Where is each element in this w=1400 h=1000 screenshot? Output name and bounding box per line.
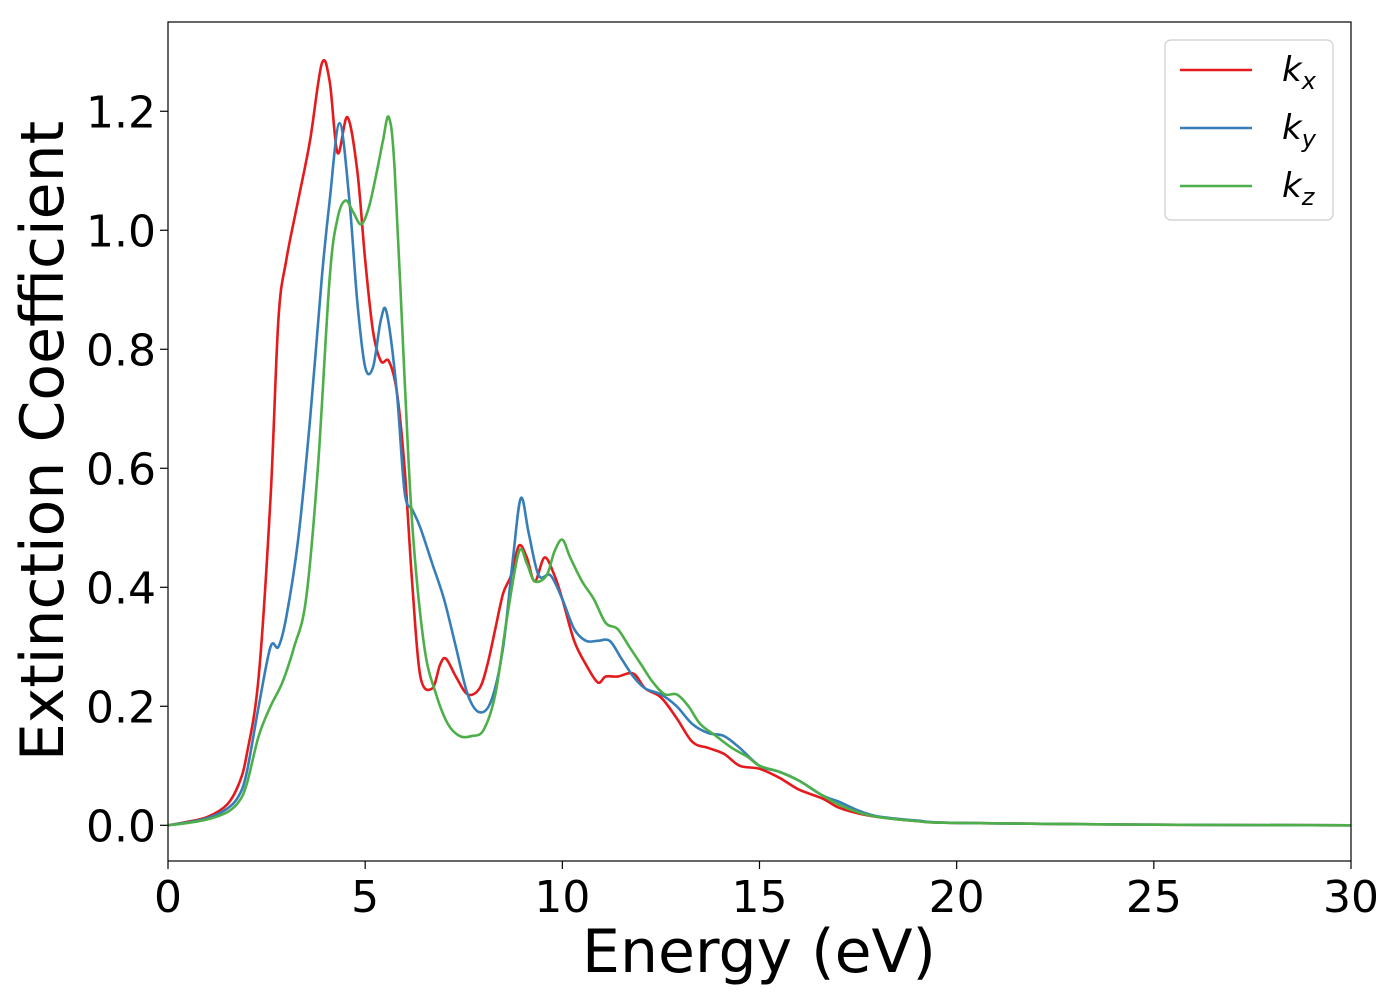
legend-label-kz: kz: [1282, 166, 1316, 211]
x-tick-label: 10: [534, 872, 590, 923]
x-tick-label: 0: [154, 872, 182, 923]
y-tick-label: 0.0: [86, 801, 156, 852]
y-tick-label: 0.6: [86, 444, 156, 495]
y-tick-label: 0.8: [86, 325, 156, 376]
legend-box: [1164, 39, 1334, 221]
y-axis-ticks: 0.0 0.2 0.4 0.6 0.8 1.0 1.2: [86, 87, 168, 852]
legend: kx ky kz: [1164, 39, 1334, 221]
y-tick-label: 0.4: [86, 563, 156, 614]
series-line-kx: [168, 58, 1351, 827]
x-axis-label: Energy (eV): [582, 917, 936, 987]
x-tick-label: 30: [1323, 872, 1379, 923]
plot-background: [168, 22, 1351, 861]
legend-label-kx: kx: [1282, 50, 1317, 95]
series-line-kz: [168, 115, 1351, 827]
x-tick-label: 5: [351, 872, 379, 923]
legend-label-ky: ky: [1282, 108, 1317, 153]
series-layer: [168, 58, 1351, 827]
y-tick-label: 0.2: [86, 682, 156, 733]
y-tick-label: 1.0: [86, 206, 156, 257]
x-tick-label: 20: [929, 872, 985, 923]
y-tick-label: 1.2: [86, 87, 156, 138]
x-tick-label: 15: [732, 872, 788, 923]
y-axis-label: Extinction Coefficient: [8, 121, 78, 761]
x-tick-label: 25: [1126, 872, 1182, 923]
x-axis-ticks: 0 5 10 15 20 25 30: [154, 861, 1379, 923]
